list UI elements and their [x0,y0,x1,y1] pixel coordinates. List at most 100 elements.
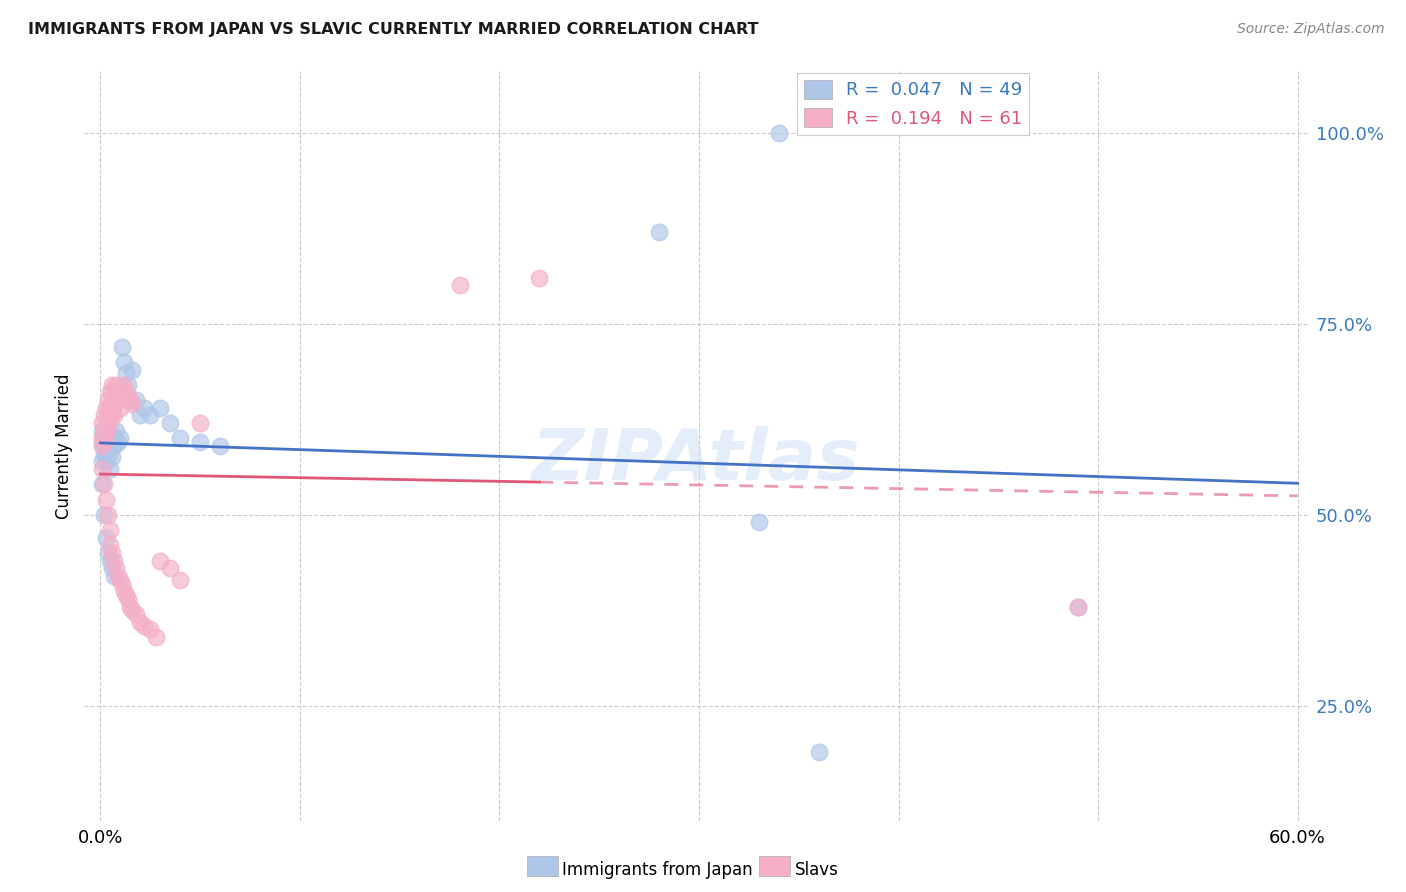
Point [105,561,128,575]
Point [96,427,118,442]
Point [93,477,115,491]
Point [93,439,115,453]
Point [107,389,129,403]
Point [97,508,120,522]
Point [188,435,211,450]
Point [96,416,118,430]
Point [188,416,211,430]
Point [91,431,114,445]
Point [134,401,156,415]
Point [121,603,143,617]
Point [96,401,118,415]
Point [111,340,134,354]
Point [97,424,120,438]
Point [1067,599,1090,614]
Point [91,416,114,430]
Point [748,516,770,530]
Point [112,584,135,599]
Point [96,431,118,445]
Point [96,531,118,545]
Text: Immigrants from Japan: Immigrants from Japan [562,861,754,879]
Point [93,435,115,450]
Point [97,450,120,465]
Point [91,477,114,491]
Y-axis label: Currently Married: Currently Married [55,373,73,519]
Point [112,377,135,392]
Point [145,630,167,644]
Point [648,225,671,239]
Point [115,588,138,602]
Point [125,607,148,622]
Point [91,454,114,468]
Point [107,569,129,583]
Point [117,377,139,392]
Text: Slavs: Slavs [794,861,838,879]
Point [103,382,125,396]
Point [101,404,124,418]
Legend: R =  0.047   N = 49, R =  0.194   N = 61: R = 0.047 N = 49, R = 0.194 N = 61 [797,73,1029,135]
Point [91,462,114,476]
Point [115,367,138,381]
Point [97,546,120,560]
Point [159,416,181,430]
Point [98,538,121,552]
Point [93,427,115,442]
Point [768,126,790,140]
Point [96,454,118,468]
Point [93,508,115,522]
Point [101,561,124,575]
Point [121,362,143,376]
Text: IMMIGRANTS FROM JAPAN VS SLAVIC CURRENTLY MARRIED CORRELATION CHART: IMMIGRANTS FROM JAPAN VS SLAVIC CURRENTL… [28,22,759,37]
Point [159,561,181,575]
Point [120,599,142,614]
Point [98,401,121,415]
Point [97,393,120,408]
Point [101,427,124,442]
Text: Source: ZipAtlas.com: Source: ZipAtlas.com [1237,22,1385,37]
Point [449,278,471,293]
Point [98,439,121,453]
Point [111,382,134,396]
Point [96,492,118,507]
Point [110,385,132,400]
Point [98,435,121,450]
Point [107,435,129,450]
Point [110,401,132,415]
Point [98,385,121,400]
Point [91,435,114,450]
Point [129,615,152,629]
Point [93,424,115,438]
Text: ZIPAtlas: ZIPAtlas [531,426,860,495]
Point [529,270,551,285]
Point [101,450,124,465]
Point [93,409,115,423]
Point [97,431,120,445]
Point [121,397,143,411]
Point [93,447,115,461]
Point [169,573,191,587]
Point [97,420,120,434]
Point [125,393,148,408]
Point [112,355,135,369]
Point [101,393,124,408]
Point [91,439,114,453]
Point [169,431,191,445]
Point [110,431,132,445]
Point [139,623,162,637]
Point [91,424,114,438]
Point [110,573,132,587]
Point [117,389,139,403]
Point [98,462,121,476]
Point [1067,599,1090,614]
Point [98,412,121,426]
Point [111,576,134,591]
Point [115,385,138,400]
Point [101,377,124,392]
Point [134,618,156,632]
Point [103,439,125,453]
Point [105,377,128,392]
Point [209,439,232,453]
Point [117,591,139,606]
Point [120,393,142,408]
Point [98,523,121,537]
